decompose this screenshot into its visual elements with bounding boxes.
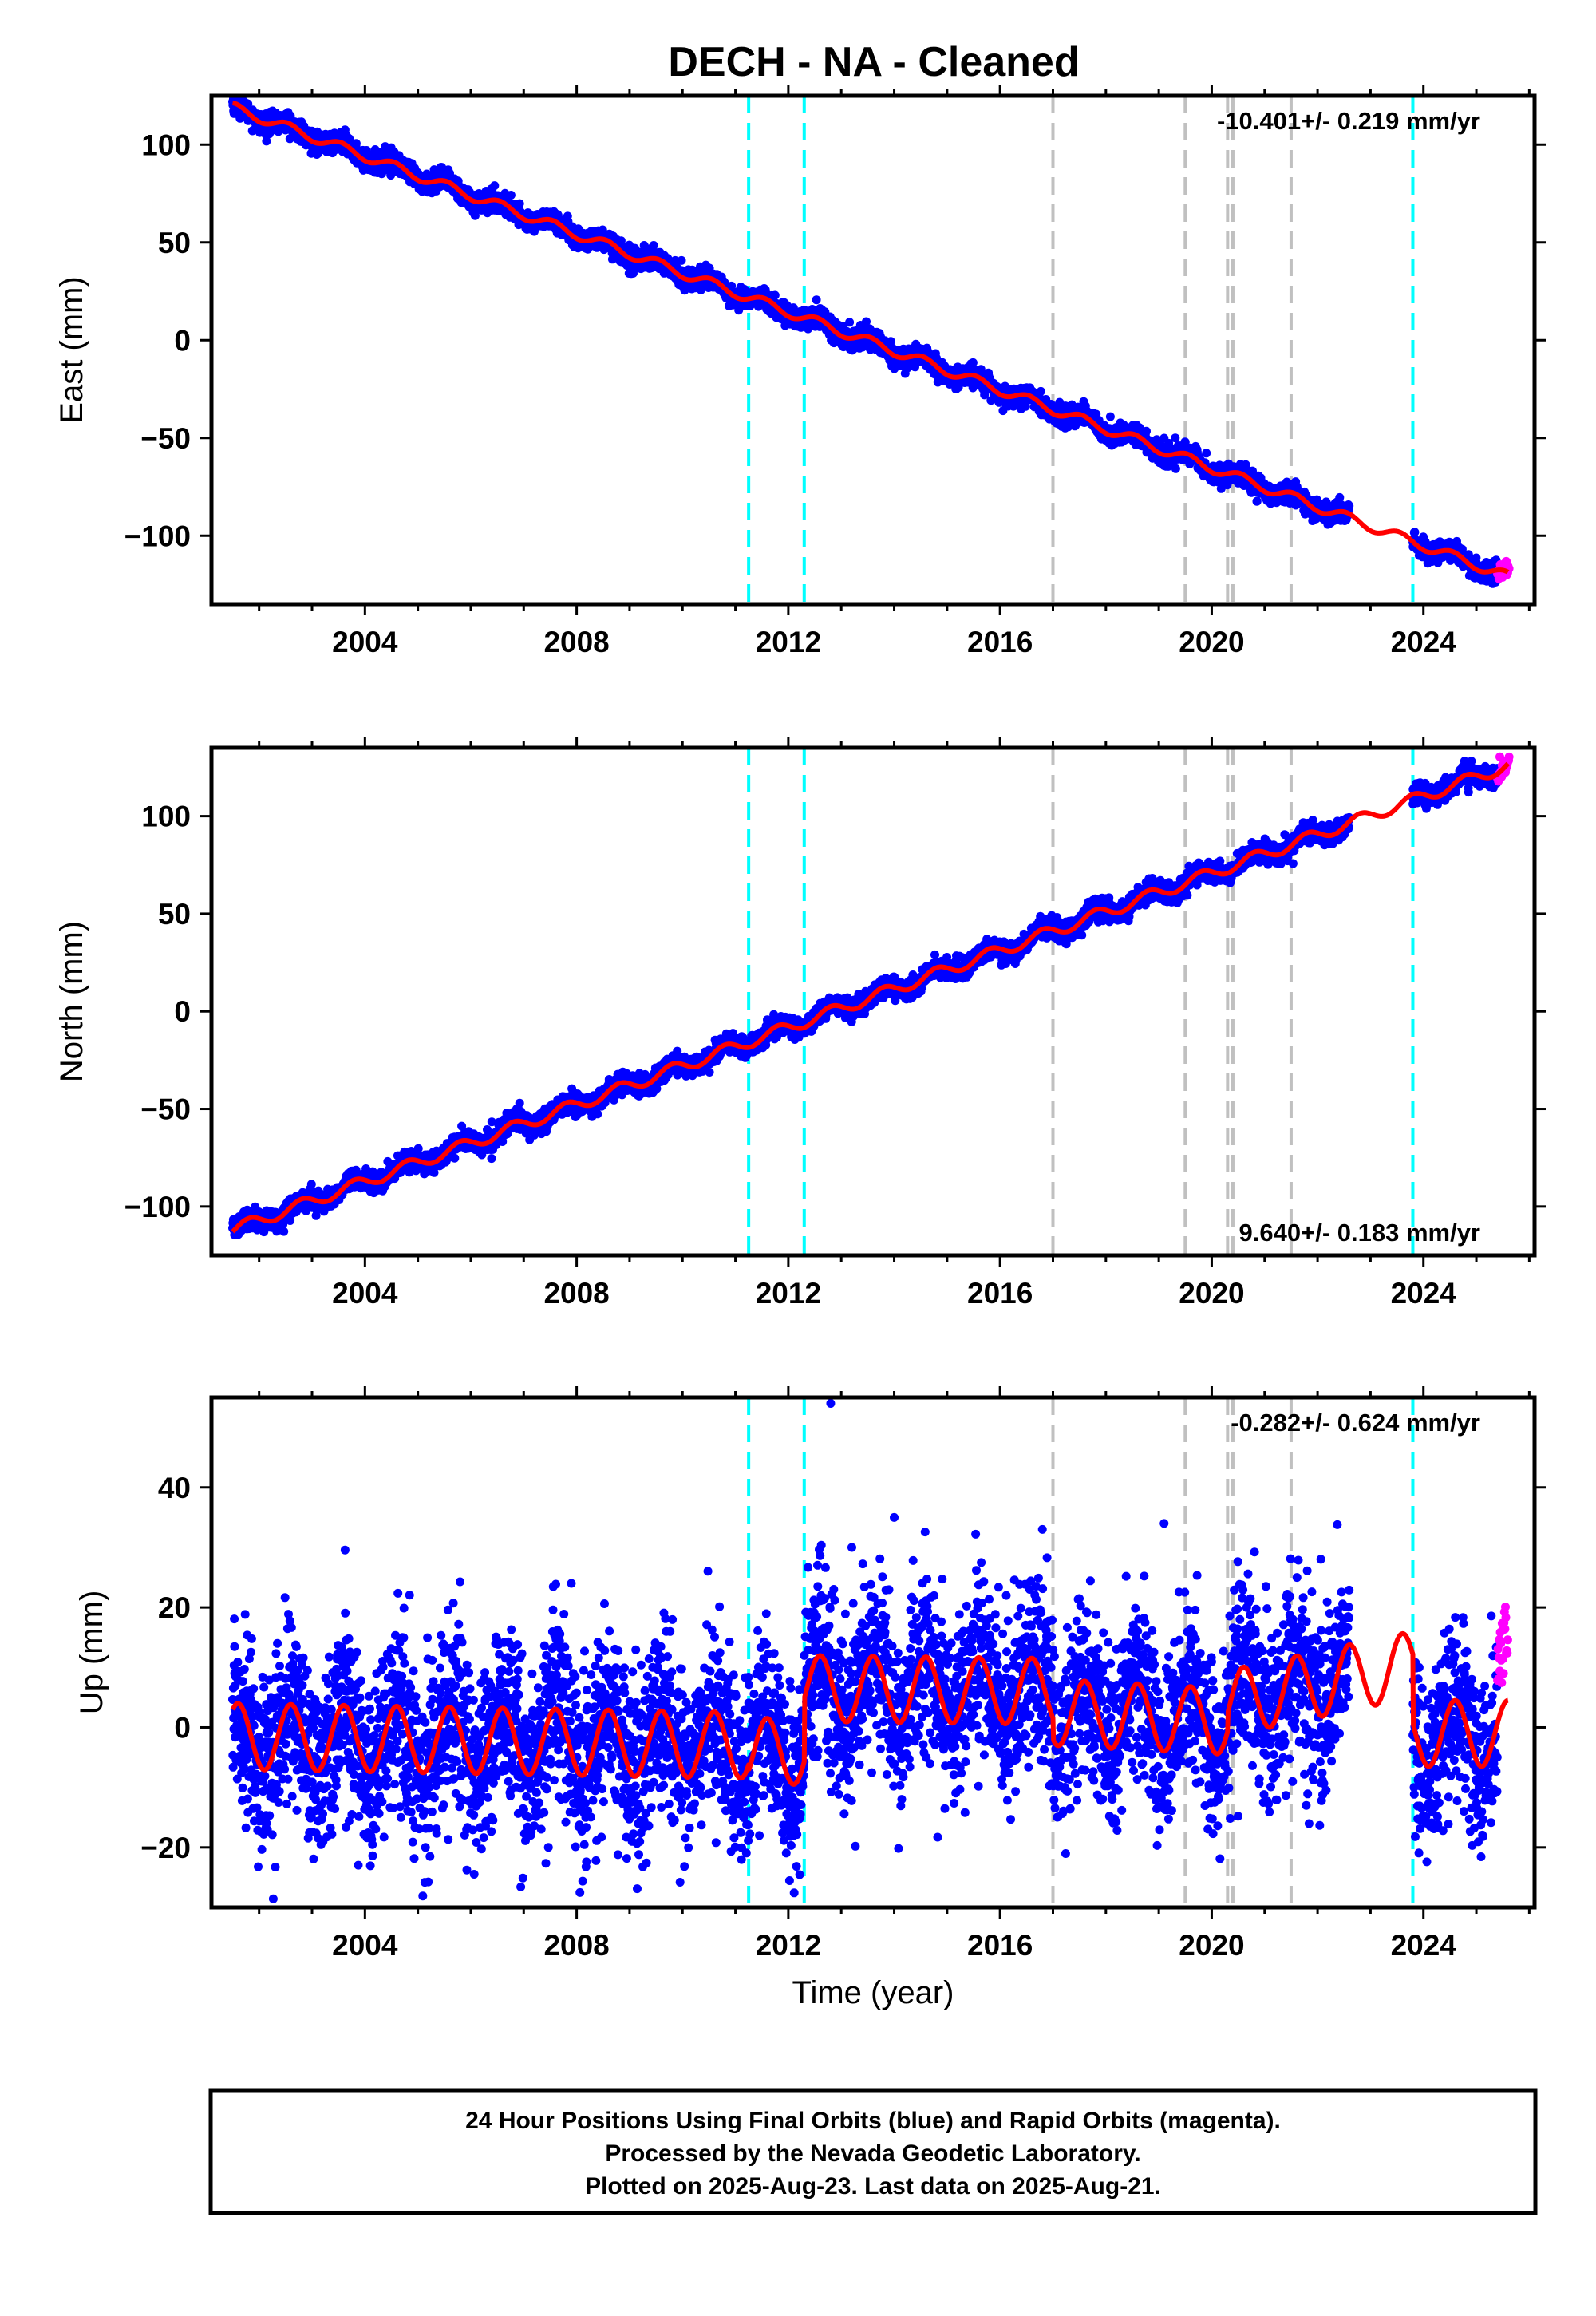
data-point bbox=[1105, 412, 1115, 421]
data-point bbox=[243, 99, 253, 109]
data-point bbox=[968, 358, 978, 367]
data-point bbox=[1345, 501, 1354, 511]
data-point bbox=[770, 290, 780, 300]
figure-title: DECH - NA - Cleaned bbox=[668, 39, 1079, 85]
final-orbit-points bbox=[228, 96, 1502, 588]
data-point bbox=[262, 136, 271, 146]
data-point bbox=[1252, 496, 1262, 506]
data-point bbox=[1171, 464, 1180, 473]
data-point bbox=[677, 255, 686, 265]
data-point bbox=[515, 199, 524, 208]
data-point bbox=[506, 191, 516, 200]
data-point bbox=[812, 295, 821, 305]
data-point bbox=[470, 211, 480, 220]
data-point bbox=[1036, 386, 1045, 396]
plot-area bbox=[228, 96, 1514, 604]
data-point bbox=[649, 241, 658, 250]
data-point bbox=[1202, 449, 1211, 458]
data-point bbox=[285, 134, 294, 144]
data-point bbox=[490, 181, 500, 191]
data-point bbox=[1410, 528, 1420, 537]
data-point bbox=[845, 318, 855, 327]
data-point bbox=[1171, 433, 1180, 443]
panel-east: 2004 2008 2012 2016 2020 2024−100−50050100Eas… bbox=[54, 85, 1546, 658]
data-point bbox=[1142, 426, 1151, 436]
